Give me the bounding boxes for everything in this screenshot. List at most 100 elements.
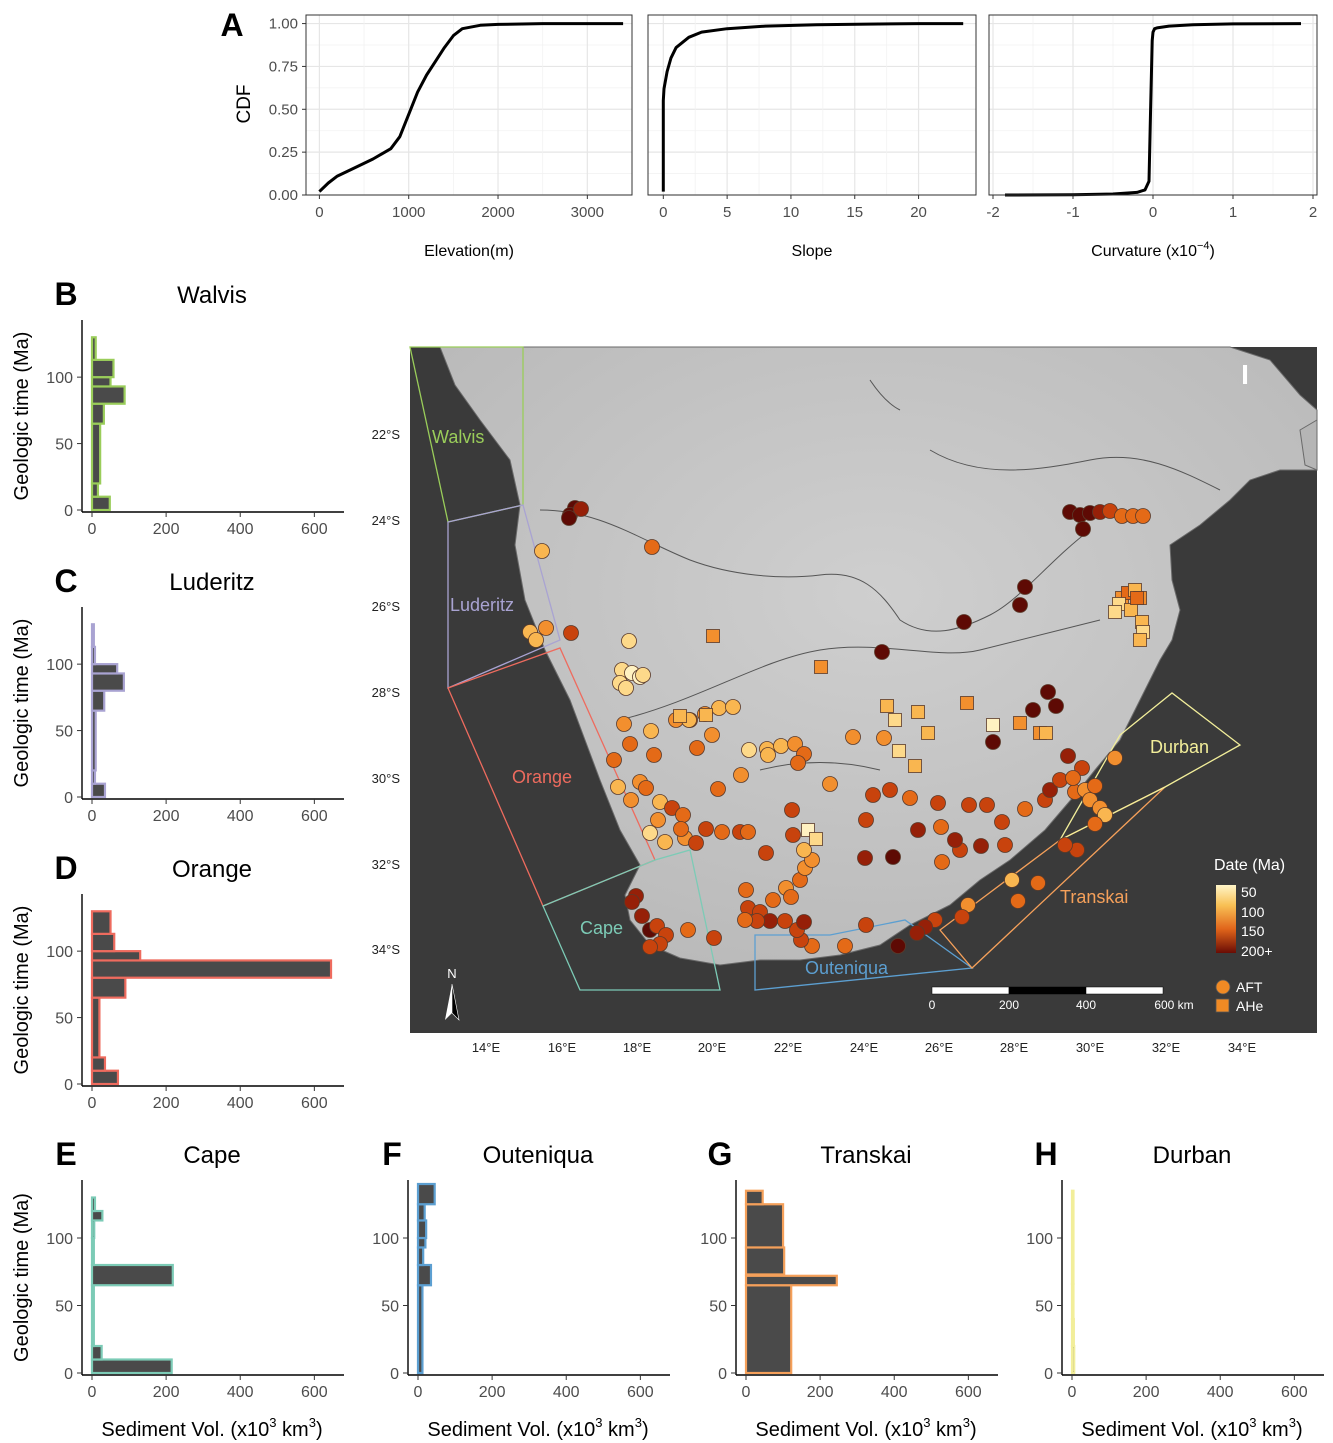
sample-ahe-point bbox=[673, 709, 687, 723]
latitude-label: 22°S bbox=[372, 427, 401, 442]
histogram-title: Walvis bbox=[177, 282, 247, 309]
sample-aft-point bbox=[711, 700, 727, 716]
cdf-panel-2: 0 5 10 15 20 Slope bbox=[647, 14, 977, 260]
sample-aft-point bbox=[1017, 579, 1033, 595]
sample-aft-point bbox=[865, 787, 881, 803]
histogram-x-tick-label: 200 bbox=[153, 521, 180, 538]
histogram-bar bbox=[90, 959, 333, 979]
sample-ahe-point bbox=[986, 718, 1000, 732]
latitude-label: 30°S bbox=[372, 771, 401, 786]
histogram-bar bbox=[1070, 1344, 1076, 1375]
histogram-bar bbox=[744, 1189, 764, 1206]
sample-aft-point bbox=[642, 825, 658, 841]
sample-aft-point bbox=[1012, 597, 1028, 613]
panel-letter-c: C bbox=[54, 563, 77, 599]
histogram-bar bbox=[90, 358, 115, 379]
sample-aft-point bbox=[689, 740, 705, 756]
sample-aft-point bbox=[740, 824, 756, 840]
basin-outeniqua bbox=[754, 919, 974, 991]
histogram-bar bbox=[416, 1284, 424, 1375]
sample-ahe-point bbox=[880, 699, 894, 713]
sample-aft-point bbox=[902, 790, 918, 806]
sample-aft-point bbox=[933, 819, 949, 835]
histogram-x-tick-label: 200 bbox=[153, 808, 180, 825]
sample-aft-point bbox=[882, 782, 898, 798]
histogram-x-tick-label: 0 bbox=[88, 1095, 97, 1112]
cdf-x-tick-label: 2000 bbox=[481, 204, 514, 221]
sample-aft-point bbox=[642, 939, 658, 955]
histogram-y-axis-label: Geologic time (Ma) bbox=[11, 332, 33, 501]
histogram-x-tick-label: 600 bbox=[955, 1384, 982, 1401]
sample-aft-point bbox=[1040, 684, 1056, 700]
sample-aft-point bbox=[737, 912, 753, 928]
legend-tick-200: 200+ bbox=[1241, 943, 1273, 959]
sample-ahe-point bbox=[911, 705, 925, 719]
histogram-x-tick-label: 600 bbox=[301, 808, 328, 825]
histogram-bar bbox=[1070, 1317, 1075, 1348]
sample-aft-point bbox=[1097, 807, 1113, 823]
sample-aft-point bbox=[985, 734, 1001, 750]
sample-aft-point bbox=[1087, 778, 1103, 794]
sample-aft-point bbox=[845, 729, 861, 745]
sample-aft-point bbox=[623, 792, 639, 808]
histogram-panel-g: G Transkai 0 200 400 600 0 50 100 Sediment Vol. (… bbox=[700, 1136, 998, 1441]
cdf-panel-border bbox=[647, 14, 977, 196]
sample-aft-point bbox=[1087, 816, 1103, 832]
cdf-line bbox=[318, 22, 624, 193]
histogram-y-tick-label: 0 bbox=[64, 790, 73, 807]
cdf-x-tick-label: 1 bbox=[1229, 204, 1237, 221]
histogram-bar bbox=[90, 782, 107, 799]
sample-aft-point bbox=[610, 779, 626, 795]
sample-aft-point bbox=[790, 755, 806, 771]
basin-label-transkai: Transkai bbox=[1060, 887, 1128, 907]
basin-label-luderitz: Luderitz bbox=[450, 595, 514, 615]
sample-aft-point bbox=[714, 824, 730, 840]
sample-aft-point bbox=[650, 812, 666, 828]
cdf-x-tick-label: 20 bbox=[910, 204, 927, 221]
basin-label-outeniqua: Outeniqua bbox=[805, 958, 889, 978]
sample-aft-point bbox=[704, 727, 720, 743]
histogram-bar bbox=[90, 1219, 96, 1240]
histogram-bar bbox=[416, 1219, 428, 1240]
sample-aft-point bbox=[673, 821, 689, 837]
sample-aft-point bbox=[1048, 698, 1064, 714]
histogram-y-axis-label: Geologic time (Ma) bbox=[11, 906, 33, 1075]
sample-aft-point bbox=[710, 781, 726, 797]
histogram-y-axis-label: Geologic time (Ma) bbox=[11, 619, 33, 788]
basin-label-cape: Cape bbox=[580, 918, 623, 938]
histogram-y-tick-label: 100 bbox=[46, 944, 73, 961]
sample-aft-point bbox=[725, 699, 741, 715]
histogram-x-tick-label: 0 bbox=[1068, 1384, 1077, 1401]
histogram-bar bbox=[90, 1263, 174, 1287]
histogram-x-axis-label: Sediment Vol. (x103 km3) bbox=[1081, 1415, 1302, 1441]
panel-letter-f: F bbox=[382, 1136, 402, 1172]
panel-letter-h: H bbox=[1034, 1136, 1057, 1172]
histogram-y-tick-label: 100 bbox=[46, 370, 73, 387]
histogram-y-tick-label: 100 bbox=[1026, 1231, 1053, 1248]
histogram-title: Cape bbox=[183, 1142, 240, 1169]
sample-aft-point bbox=[785, 827, 801, 843]
sample-aft-point bbox=[910, 822, 926, 838]
sample-aft-point bbox=[741, 742, 757, 758]
sample-aft-point bbox=[930, 795, 946, 811]
histogram-panel-c: C Luderitz 0 200 400 600 0 50 100 Geologic time (… bbox=[11, 563, 344, 825]
histogram-y-tick-label: 50 bbox=[1035, 1299, 1053, 1316]
histogram-y-tick-label: 100 bbox=[46, 1231, 73, 1248]
sample-aft-point bbox=[822, 776, 838, 792]
histogram-bar bbox=[90, 932, 116, 953]
histogram-title: Durban bbox=[1153, 1142, 1232, 1169]
latitude-label: 28°S bbox=[372, 685, 401, 700]
histogram-bar bbox=[416, 1263, 433, 1287]
sample-aft-point bbox=[573, 501, 589, 517]
histogram-x-axis-label: Sediment Vol. (x103 km3) bbox=[427, 1415, 648, 1441]
sample-aft-point bbox=[528, 632, 544, 648]
cdf-panel-border bbox=[988, 14, 1318, 196]
sample-aft-point bbox=[1017, 801, 1033, 817]
histogram-x-tick-label: 0 bbox=[88, 808, 97, 825]
cdf-y-tick-label: 0.75 bbox=[269, 58, 298, 75]
sample-ahe-point bbox=[1133, 633, 1147, 647]
histogram-bar bbox=[90, 402, 105, 425]
sample-aft-point bbox=[885, 849, 901, 865]
panel-letter-e: E bbox=[55, 1136, 76, 1172]
basin-luderitz bbox=[447, 504, 561, 689]
